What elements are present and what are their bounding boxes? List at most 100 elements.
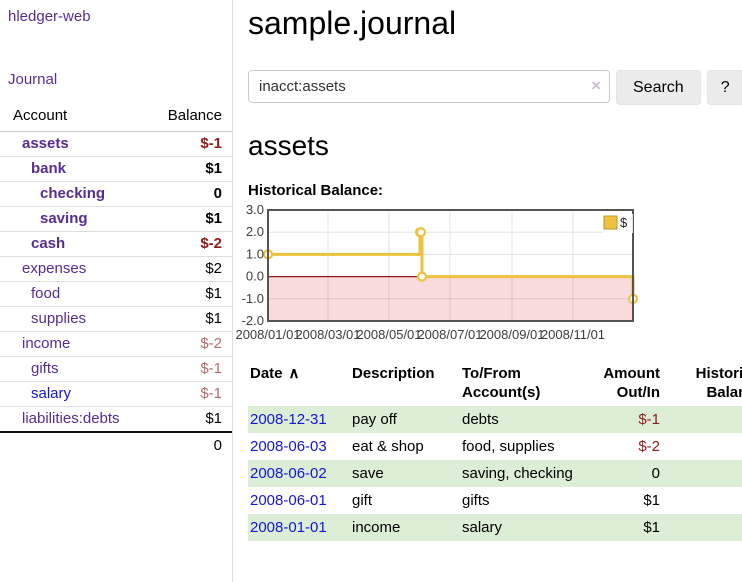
register-column-label: Description [352,365,435,382]
account-link[interactable]: bank [0,159,66,178]
sidebar: hledger-web Journal Account Balance asse… [0,0,232,458]
historical-balance-chart[interactable]: $3.02.01.00.0-1.0-2.02008/01/012008/03/0… [248,208,738,350]
account-row: income $-2 [0,332,232,357]
register-table: Date ∧ Description To/From Account(s) Amount… [248,362,742,541]
account-link[interactable]: assets [0,134,69,153]
transaction-accounts: saving, checking [462,465,573,482]
x-axis-tick-label: 2008/05/01 [356,327,421,342]
account-link[interactable]: income [0,334,70,353]
data-point-marker [418,273,426,281]
accounts-table-header: Account Balance [0,105,232,132]
account-row: expenses $2 [0,257,232,282]
transaction-accounts: food, supplies [462,438,555,455]
transaction-accounts: salary [462,519,502,536]
account-link[interactable]: checking [0,184,105,203]
sort-ascending-icon[interactable]: ∧ [289,365,300,382]
x-axis-tick-label: 2008/01/01 [235,327,300,342]
account-row: food $1 [0,282,232,307]
transaction-date-link[interactable]: 2008-06-02 [250,465,327,482]
account-balance: $2 [205,259,222,278]
sidebar-item-journal[interactable]: Journal [8,71,224,88]
transaction-date-link[interactable]: 2008-01-01 [250,519,327,536]
account-balance: $-2 [200,334,222,353]
register-row: 2008-06-01giftgifts$1$2 [248,487,742,514]
accounts-header-account: Account [13,107,67,124]
accounts-header-balance: Balance [168,107,222,124]
register-row: 2008-01-01incomesalary$1$1 [248,514,742,541]
accounts-table: Account Balance assets $-1 bank $1 checking 0… [0,105,232,458]
transaction-description: gift [352,492,372,509]
account-link[interactable]: salary [0,384,71,403]
main-content: sample.journal × Search ? assets Histori… [248,0,738,541]
search-form: × Search ? [248,70,738,105]
total-balance: 0 [214,436,222,455]
register-column-label: Amount Out/In [603,365,660,401]
legend-label: $ [620,215,628,230]
account-balance: 0 [214,184,222,203]
account-balance: $-1 [200,359,222,378]
account-row: gifts $-1 [0,357,232,382]
transaction-accounts: gifts [462,492,490,509]
y-axis-tick-label: 0.0 [246,269,264,284]
register-header: Date ∧ Description To/From Account(s) Amount… [248,362,742,406]
account-row: assets $-1 [0,132,232,157]
y-axis-tick-label: 2.0 [246,224,264,239]
register-column-header[interactable]: Date ∧ [248,362,350,406]
account-row: salary $-1 [0,382,232,407]
register-column-label: Date [250,365,283,382]
transaction-date-link[interactable]: 2008-12-31 [250,411,327,428]
register-column-header: Historical Balance [664,362,742,406]
account-row: bank $1 [0,157,232,182]
data-point-marker [417,228,425,236]
x-axis-tick-label: 2008/09/01 [479,327,544,342]
account-row: supplies $1 [0,307,232,332]
account-link[interactable]: expenses [0,259,86,278]
transaction-date-link[interactable]: 2008-06-03 [250,438,327,455]
y-axis-tick-label: -1.0 [242,291,264,306]
transaction-description: income [352,519,400,536]
legend-swatch [604,216,617,229]
clear-search-icon[interactable]: × [591,76,601,96]
transaction-amount: $-1 [638,411,660,428]
account-balance: $-1 [200,384,222,403]
y-axis-tick-label: -2.0 [242,313,264,328]
account-balance: $-1 [200,134,222,153]
x-axis-tick-label: 2008/03/01 [295,327,360,342]
x-axis-tick-label: 2008/07/01 [417,327,482,342]
register-column-label: Historical Balance [696,365,742,401]
transaction-description: pay off [352,411,397,428]
search-button[interactable]: Search [616,70,701,105]
chart-canvas[interactable]: $3.02.01.00.0-1.0-2.02008/01/012008/03/0… [248,208,646,348]
y-axis-tick-label: 3.0 [246,202,264,217]
account-row: cash$-2 [0,232,232,257]
account-link[interactable]: gifts [0,359,59,378]
account-balance: $1 [205,409,222,428]
x-axis-tick-label: 2008/11/01 [541,327,605,342]
account-link[interactable]: saving [0,209,88,228]
search-field-wrap: × [248,70,610,105]
account-heading: assets [248,129,738,163]
transaction-description: eat & shop [352,438,424,455]
accounts-rows: assets$-1bank$1checking0saving$1cash$-2e… [0,132,232,431]
page-title: sample.journal [248,4,738,42]
register-column-label: To/From Account(s) [462,365,540,401]
account-balance: $1 [205,309,222,328]
account-balance: $1 [205,209,222,228]
transaction-date-link[interactable]: 2008-06-01 [250,492,327,509]
account-link[interactable]: cash [0,234,65,253]
app-title-link[interactable]: hledger-web [8,8,224,25]
chart-title: Historical Balance: [248,181,738,200]
y-axis-tick-label: 1.0 [246,246,264,261]
account-row: checking 0 [0,182,232,207]
account-balance: $1 [205,159,222,178]
account-link[interactable]: supplies [0,309,86,328]
transaction-amount: $1 [643,519,660,536]
search-input[interactable] [248,70,610,103]
help-button[interactable]: ? [707,70,742,105]
account-link[interactable]: food [0,284,60,303]
register-column-header: To/From Account(s) [460,362,578,406]
register-row: 2008-06-03eat & shopfood, supplies$-20 [248,433,742,460]
account-link[interactable]: liabilities:debts [0,409,120,428]
account-balance: $1 [205,284,222,303]
transaction-description: save [352,465,384,482]
